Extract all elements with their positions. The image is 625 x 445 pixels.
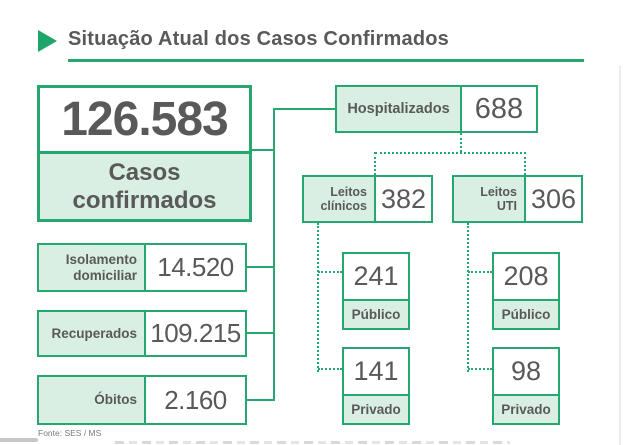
connector-from-confirmed: [250, 149, 274, 151]
dotted-clinicos-privado-stub: [318, 368, 342, 370]
uti-publico-label: Público: [494, 299, 558, 328]
dotted-hospitalizados-stub: [460, 133, 462, 152]
recuperados-label: Recuperados: [39, 312, 146, 355]
confirmed-cases-label: Casos confirmados: [40, 151, 249, 219]
dotted-uti-publico-stub: [468, 271, 492, 273]
leitos-uti-value: 306: [526, 177, 581, 221]
isolamento-domiciliar-label: Isolamento domiciliar: [39, 245, 146, 290]
title-underline: [68, 59, 584, 62]
leitos-clinicos-label: Leitos clínicos: [304, 177, 376, 221]
connector-from-recuperados: [246, 332, 274, 334]
isolamento-domiciliar-value: 14.520: [146, 245, 245, 290]
obitos-value: 2.160: [146, 377, 245, 423]
connector-from-obitos: [246, 399, 274, 401]
slide-right-edge: [619, 66, 621, 445]
uti-privado-label: Privado: [494, 394, 558, 423]
dotted-to-leitos-uti: [524, 152, 526, 175]
clinicos-privado-label: Privado: [344, 394, 408, 423]
dotted-to-leitos-clinicos: [374, 152, 376, 175]
leitos-clinicos-value: 382: [376, 177, 431, 221]
dotted-uti-privado-stub: [468, 368, 492, 370]
clinicos-privado-value: 141: [353, 356, 399, 386]
uti-publico-value: 208: [503, 261, 549, 291]
dotted-clinicos-publico-stub: [318, 271, 342, 273]
isolamento-domiciliar-box: Isolamento domiciliar 14.520: [37, 243, 247, 292]
dotted-branch-horizontal: [375, 152, 526, 154]
dotted-uti-vertical: [467, 223, 469, 372]
clinicos-publico-box: 241 Público: [342, 252, 410, 330]
page-title: Situação Atual dos Casos Confirmados: [68, 28, 449, 50]
uti-privado-value: 98: [510, 356, 542, 386]
clinicos-publico-label: Público: [344, 299, 408, 328]
bottom-edge-bar: [0, 438, 38, 442]
clinicos-publico-value: 241: [353, 261, 399, 291]
leitos-uti-box: Leitos UTI 306: [452, 175, 583, 223]
recuperados-value: 109.215: [146, 312, 245, 355]
uti-privado-box: 98 Privado: [492, 347, 560, 425]
connector-from-isolamento: [246, 266, 274, 268]
hospitalizados-label: Hospitalizados: [337, 87, 462, 131]
confirmed-cases-box: 126.583 Casos confirmados: [37, 85, 252, 222]
recuperados-box: Recuperados 109.215: [37, 310, 247, 357]
clinicos-privado-box: 141 Privado: [342, 347, 410, 425]
hospitalizados-box: Hospitalizados 688: [335, 85, 538, 133]
source-note: Fonte: SES / MS: [38, 428, 102, 438]
hospitalizados-value: 688: [462, 87, 536, 131]
confirmed-cases-value: 126.583: [61, 93, 229, 146]
obitos-box: Óbitos 2.160: [37, 375, 247, 425]
uti-publico-box: 208 Público: [492, 252, 560, 330]
cutoff-text-artifact: [115, 441, 510, 444]
connector-to-hospitalizados: [274, 108, 335, 110]
leitos-uti-label: Leitos UTI: [454, 177, 526, 221]
leitos-clinicos-box: Leitos clínicos 382: [302, 175, 433, 223]
dotted-clinicos-vertical: [317, 223, 319, 372]
connector-main-vertical: [273, 108, 275, 401]
bullet-triangle-icon: [38, 30, 57, 52]
obitos-label: Óbitos: [39, 377, 146, 423]
